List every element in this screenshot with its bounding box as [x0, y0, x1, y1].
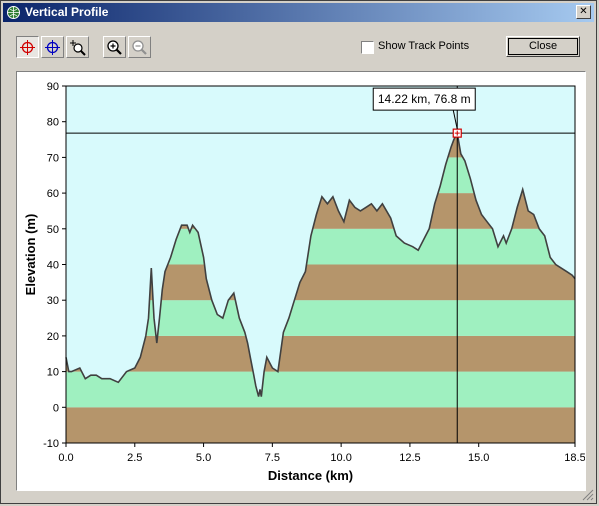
crosshair-blue-tool[interactable] — [41, 36, 64, 58]
x-tick-label: 7.5 — [265, 452, 280, 464]
x-tick-label: 15.0 — [468, 452, 489, 464]
window-title: Vertical Profile — [25, 5, 109, 19]
y-tick-label: 70 — [47, 152, 59, 164]
globe-icon — [7, 6, 20, 19]
y-tick-label: 40 — [47, 260, 59, 272]
y-axis-label: Elevation (m) — [23, 214, 38, 296]
x-tick-label: 12.5 — [399, 452, 420, 464]
y-tick-label: 0 — [53, 402, 59, 414]
elevation-band — [66, 371, 575, 408]
cursor-marker-cross — [454, 130, 460, 136]
x-tick-label: 18.5 — [564, 452, 585, 464]
show-track-points-checkbox[interactable] — [361, 41, 374, 54]
show-track-points-label[interactable]: Show Track Points — [378, 40, 470, 52]
crosshair-red-icon — [20, 40, 35, 55]
cursor-tooltip-pointer — [452, 110, 458, 130]
plot-frame: 90 80 70 60 50 40 30 20 10 0 -10 0.0 2.5 5.0 7.5 10.0 12… — [16, 71, 586, 491]
y-tick-label: 30 — [47, 295, 59, 307]
zoom-in-tool[interactable] — [103, 36, 126, 58]
elevation-band — [66, 335, 575, 372]
x-tick-label: 10.0 — [330, 452, 351, 464]
zoom-out-tool[interactable] — [128, 36, 151, 58]
y-tick-label: 10 — [47, 367, 59, 379]
y-tick-label: 60 — [47, 188, 59, 200]
cursor-tooltip-box — [372, 87, 476, 111]
zoom-out-icon — [132, 40, 147, 55]
zoom-box-icon — [70, 40, 86, 56]
elevation-chart[interactable]: 90 80 70 60 50 40 30 20 10 0 -10 0.0 2.5 5.0 7.5 10.0 12… — [17, 72, 586, 490]
crosshair-blue-icon — [45, 40, 60, 55]
cursor-tooltip-text: 14.22 km, 76.8 m — [378, 92, 471, 106]
close-button[interactable]: Close — [506, 36, 580, 57]
x-tick-label: 2.5 — [127, 452, 142, 464]
elevation-band — [66, 300, 575, 336]
elevation-profile-line — [65, 130, 576, 397]
title-close-button[interactable]: ✕ — [576, 5, 591, 19]
y-tick-label: -10 — [43, 438, 59, 450]
title-bar[interactable]: Vertical Profile ✕ — [3, 3, 594, 22]
resize-grip-icon[interactable] — [582, 489, 594, 501]
y-tick-label: 50 — [47, 224, 59, 236]
x-tick-label: 5.0 — [196, 452, 211, 464]
zoom-in-icon — [107, 40, 122, 55]
crosshair-red-tool[interactable] — [16, 36, 39, 58]
x-tick-label: 0.0 — [58, 452, 73, 464]
y-tick-label: 20 — [47, 331, 59, 343]
y-tick-label: 80 — [47, 117, 59, 129]
y-tick-label: 90 — [47, 81, 59, 93]
x-axis-label: Distance (km) — [268, 468, 353, 483]
zoom-box-tool[interactable] — [66, 36, 89, 58]
elevation-band — [66, 407, 575, 443]
